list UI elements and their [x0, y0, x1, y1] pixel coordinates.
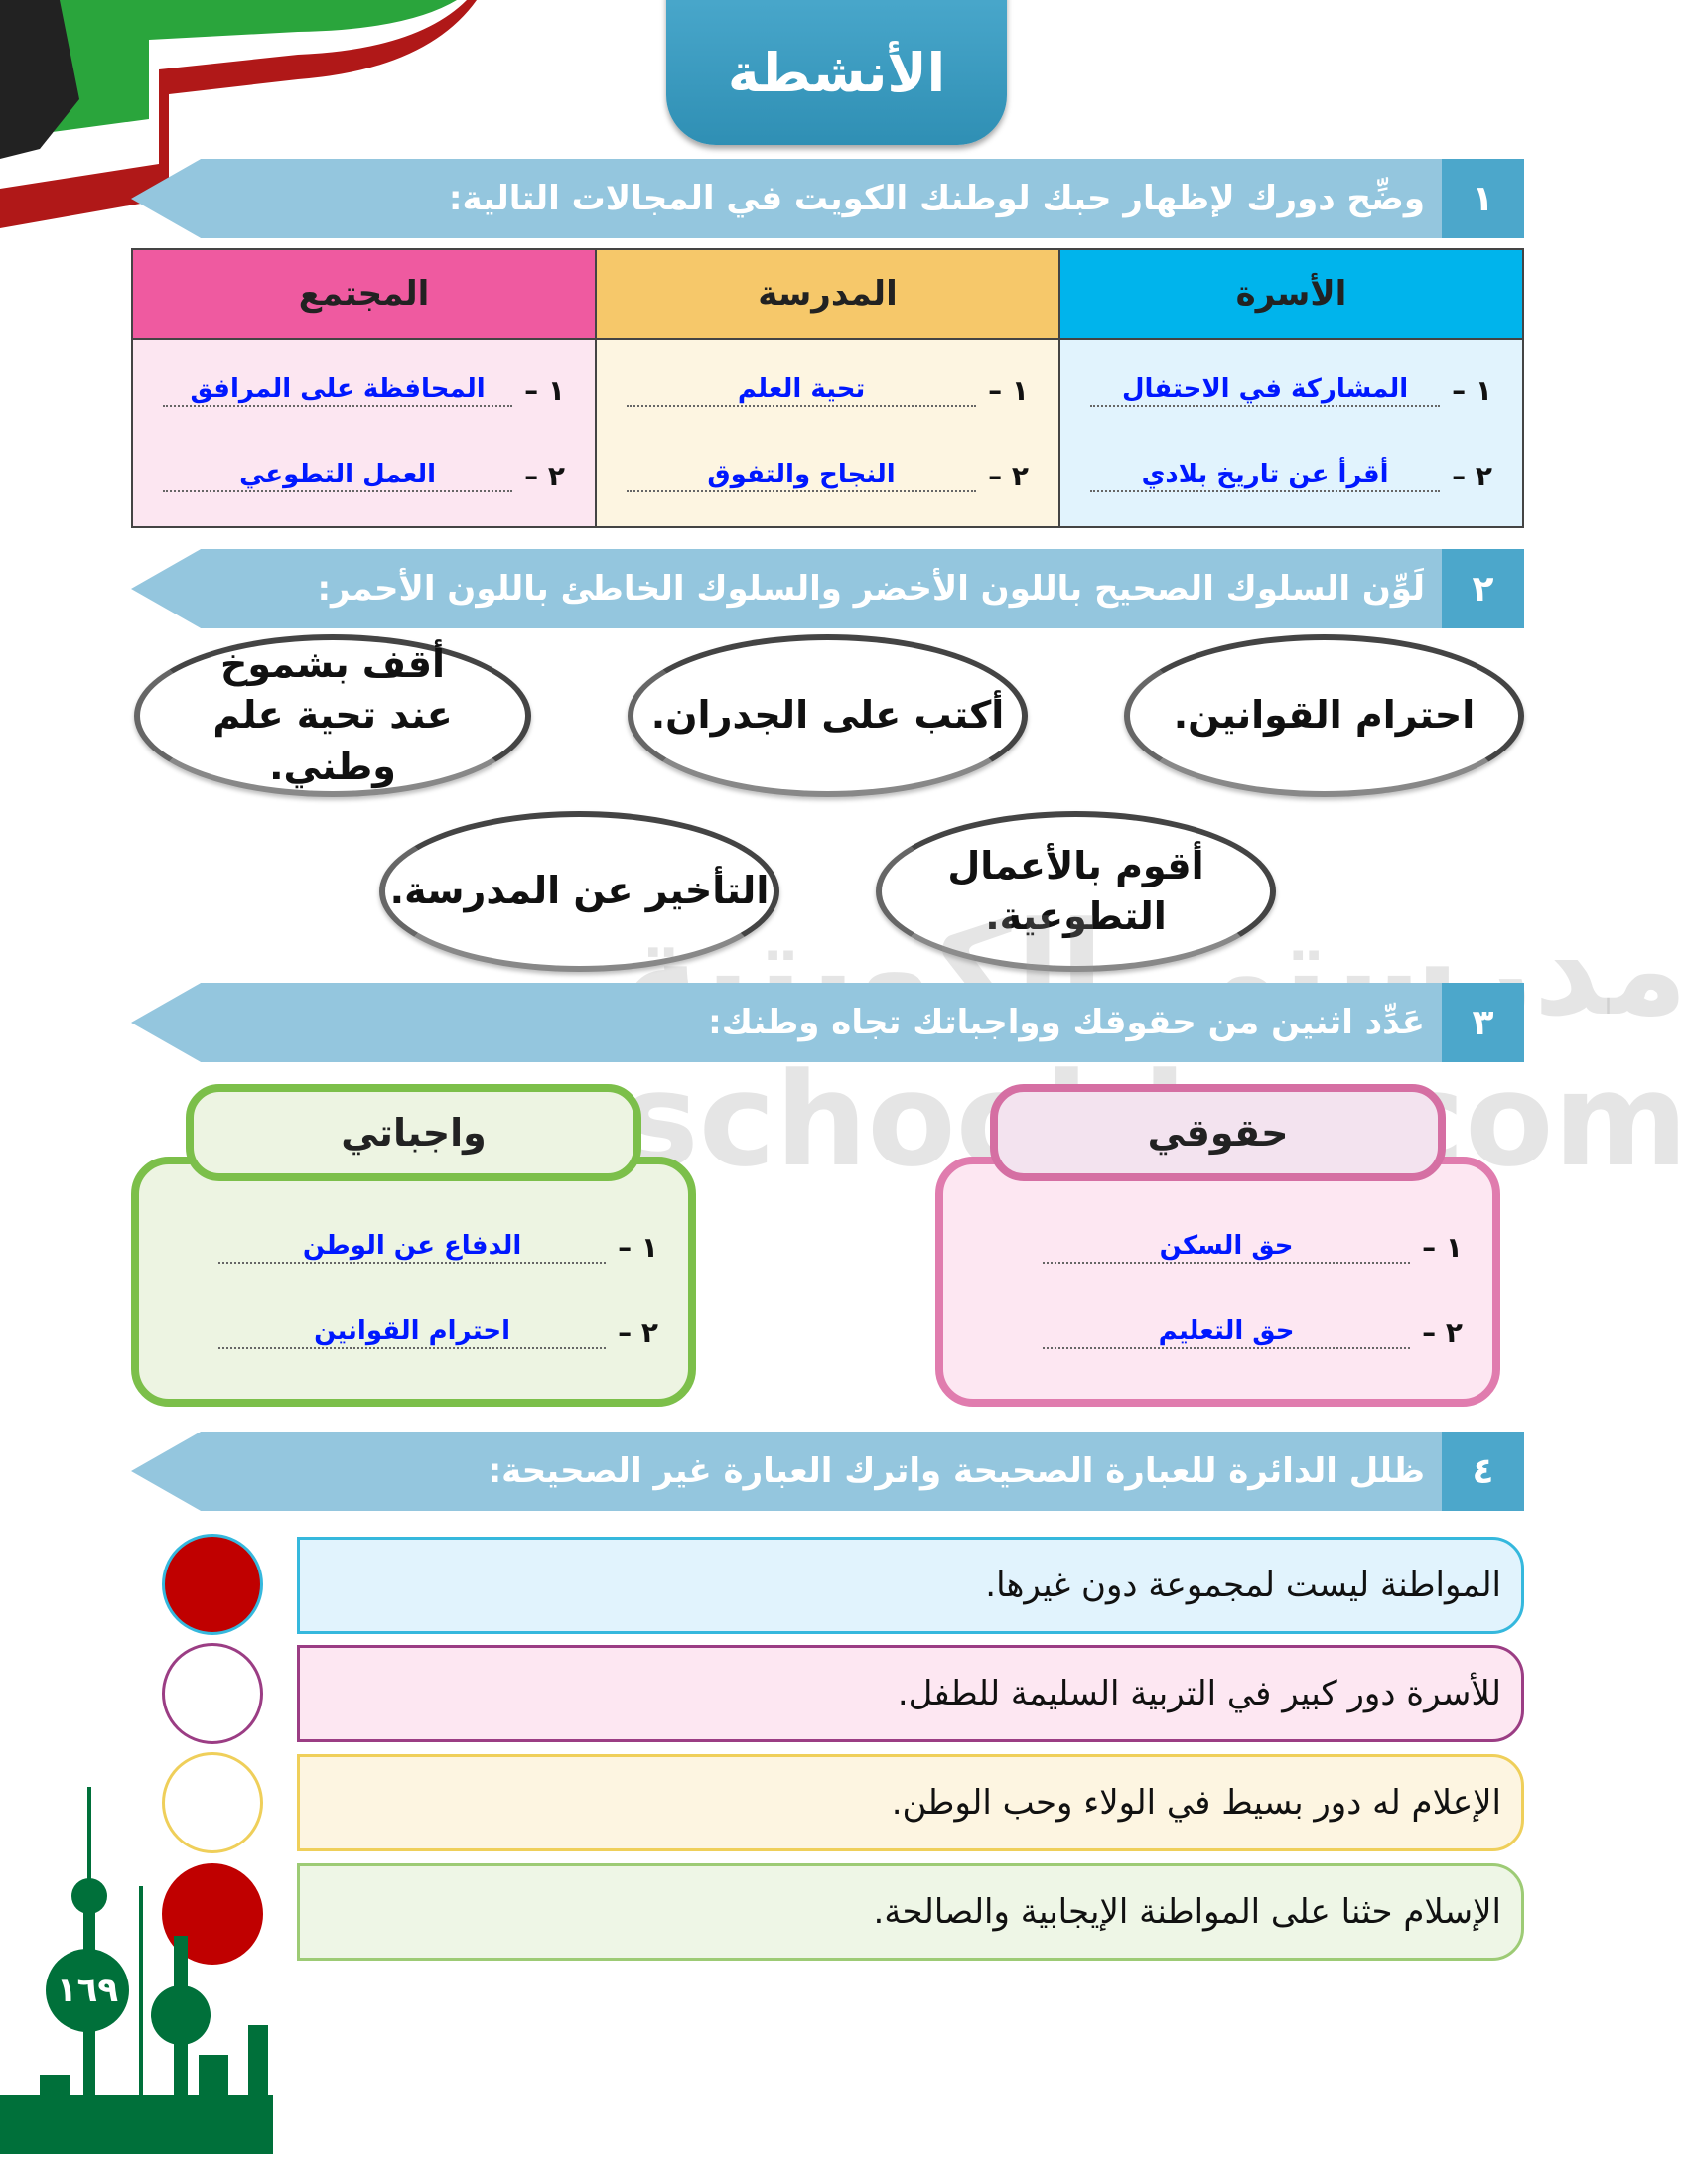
page-number: ١٦٩ [56, 1971, 119, 2010]
statement: للأسرة دور كبير في التربية السليمة للطفل… [297, 1645, 1524, 1742]
behavior-oval[interactable]: أقف بشموخ عند تحية علم وطني. [134, 634, 531, 797]
rights-box: ١ – حق السكن ٢ – حق التعليم [935, 1157, 1500, 1407]
behavior-oval[interactable]: أكتب على الجدران. [628, 634, 1028, 797]
answer-field[interactable]: المحافظة على المرافق [163, 373, 513, 407]
answer-field[interactable]: العمل التطوعي [163, 459, 513, 492]
community-cell: ١ – المحافظة على المرافق ٢ – العمل التطوعي [131, 338, 597, 528]
answer-circle[interactable] [162, 1752, 263, 1853]
rights-title: حقوقي [990, 1084, 1446, 1181]
question-3-text: عَدِّد اثنين من حقوقك وواجباتك تجاه وطنك… [708, 1003, 1425, 1042]
header-family: الأسرة [1058, 248, 1524, 340]
answer-field[interactable]: النجاح والتفوق [627, 459, 977, 492]
item-number: ٢ – [1422, 1315, 1463, 1349]
question-1-banner: وضِّح دورك لإظهار حبك لوطنك الكويت في ال… [131, 159, 1524, 238]
question-2-text: لَوِّن السلوك الصحيح باللون الأخضر والسل… [317, 569, 1425, 609]
school-cell: ١ – تحية العلم ٢ – النجاح والتفوق [595, 338, 1060, 528]
duties-title: واجباتي [186, 1084, 641, 1181]
behavior-oval[interactable]: أقوم بالأعمال التطوعية. [876, 811, 1276, 972]
question-1-number: ١ [1442, 159, 1524, 238]
item-number: ٢ – [618, 1315, 658, 1349]
answer-field[interactable]: احترام القوانين [218, 1315, 607, 1349]
question-2-banner: لَوِّن السلوك الصحيح باللون الأخضر والسل… [131, 549, 1524, 628]
kuwait-flag-ribbon [0, 0, 477, 228]
item-number: ٢ – [988, 459, 1029, 492]
header-school: المدرسة [595, 248, 1060, 340]
item-number: ١ – [1452, 373, 1492, 407]
answer-field[interactable]: المشاركة في الاحتفال [1090, 373, 1441, 407]
answer-field[interactable]: تحية العلم [627, 373, 977, 407]
kuwait-towers-icon [0, 1787, 273, 2154]
answer-field[interactable]: أقرأ عن تاريخ بلادي [1090, 459, 1441, 492]
question-3-banner: عَدِّد اثنين من حقوقك وواجباتك تجاه وطنك… [131, 983, 1524, 1062]
question-2-number: ٢ [1442, 549, 1524, 628]
question-4-text: ظلل الدائرة للعبارة الصحيحة واترك العبار… [488, 1451, 1425, 1491]
page-title: الأنشطة [666, 0, 1007, 145]
family-cell: ١ – المشاركة في الاحتفال ٢ – أقرأ عن تاريخ… [1058, 338, 1524, 528]
question-1-text: وضِّح دورك لإظهار حبك لوطنك الكويت في ال… [448, 179, 1425, 218]
answer-circle[interactable] [162, 1643, 263, 1744]
statement: الإعلام له دور بسيط في الولاء وحب الوطن. [297, 1754, 1524, 1851]
item-number: ١ – [988, 373, 1029, 407]
duties-box: ١ – الدفاع عن الوطن ٢ – احترام القوانين [131, 1157, 696, 1407]
roles-table: الأسرة المدرسة المجتمع ١ – المشاركة في ال… [131, 248, 1524, 528]
statement: المواطنة ليست لمجموعة دون غيرها. [297, 1537, 1524, 1634]
item-number: ٢ – [1452, 459, 1492, 492]
answer-field[interactable]: الدفاع عن الوطن [218, 1230, 607, 1264]
item-number: ١ – [618, 1230, 658, 1264]
answer-circle-shaded[interactable] [162, 1534, 263, 1635]
header-community: المجتمع [131, 248, 597, 340]
answer-field[interactable]: حق السكن [1043, 1230, 1411, 1264]
behavior-oval[interactable]: احترام القوانين. [1124, 634, 1524, 797]
answer-field[interactable]: حق التعليم [1043, 1315, 1411, 1349]
behavior-oval[interactable]: التأخير عن المدرسة. [379, 811, 779, 972]
question-4-banner: ظلل الدائرة للعبارة الصحيحة واترك العبار… [131, 1432, 1524, 1511]
item-number: ٢ – [524, 459, 565, 492]
question-4-number: ٤ [1442, 1432, 1524, 1511]
item-number: ١ – [524, 373, 565, 407]
question-3-number: ٣ [1442, 983, 1524, 1062]
statement: الإسلام حثنا على المواطنة الإيجابية والص… [297, 1863, 1524, 1961]
item-number: ١ – [1422, 1230, 1463, 1264]
